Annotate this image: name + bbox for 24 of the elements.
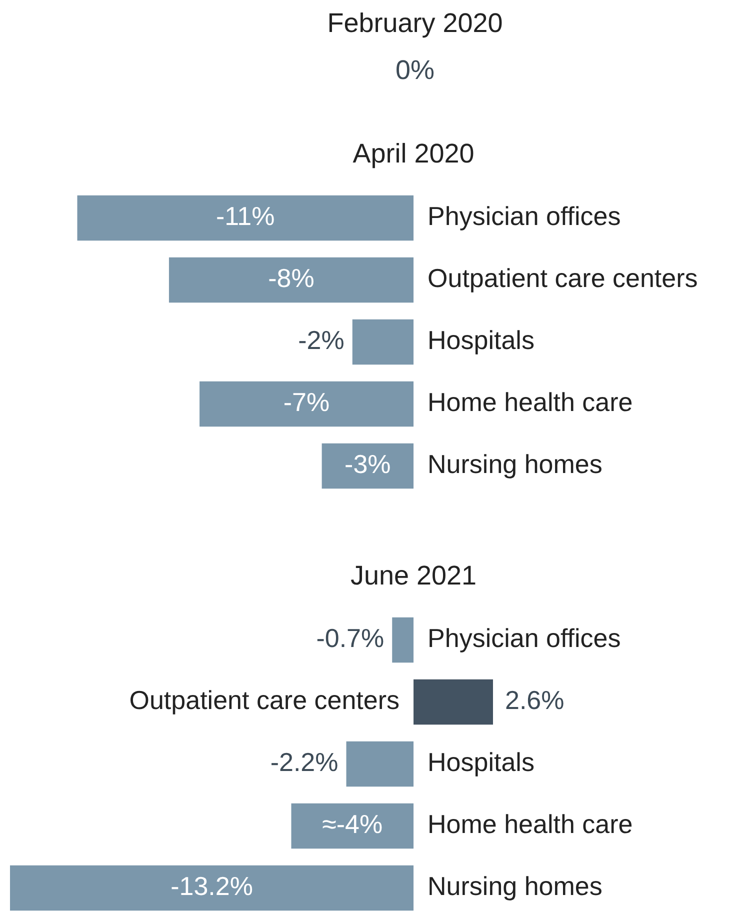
data-label: -13.2% [170,871,253,902]
y-tick-label: Physician offices [428,201,621,232]
y-tick-label: Home health care [428,387,633,418]
y-tick-label: Outpatient care centers [428,263,698,294]
data-label: -0.7% [316,623,384,654]
data-label: ≈-4% [322,809,383,840]
data-label: -7% [283,387,330,418]
text: 0% [395,55,435,86]
y-tick-label: Hospitals [428,747,534,778]
y-tick-label: Home health care [428,809,633,840]
y-tick-label: Hospitals [428,325,534,356]
y-tick-label: Outpatient care centers [129,685,400,716]
chart-title: June 2021 [350,560,477,590]
data-label: -2% [298,325,344,356]
y-tick-label: Nursing homes [428,871,602,902]
data-label: 2.6% [505,685,564,716]
text: February 2020 [327,8,503,39]
data-label: -2.2% [270,747,338,778]
y-tick-label: Nursing homes [428,449,602,480]
y-tick-label: Physician offices [428,623,621,654]
data-label: -3% [344,449,391,480]
chart-title: April 2020 [352,138,474,168]
data-label: -8% [268,263,314,294]
data-label: -11% [216,201,275,232]
